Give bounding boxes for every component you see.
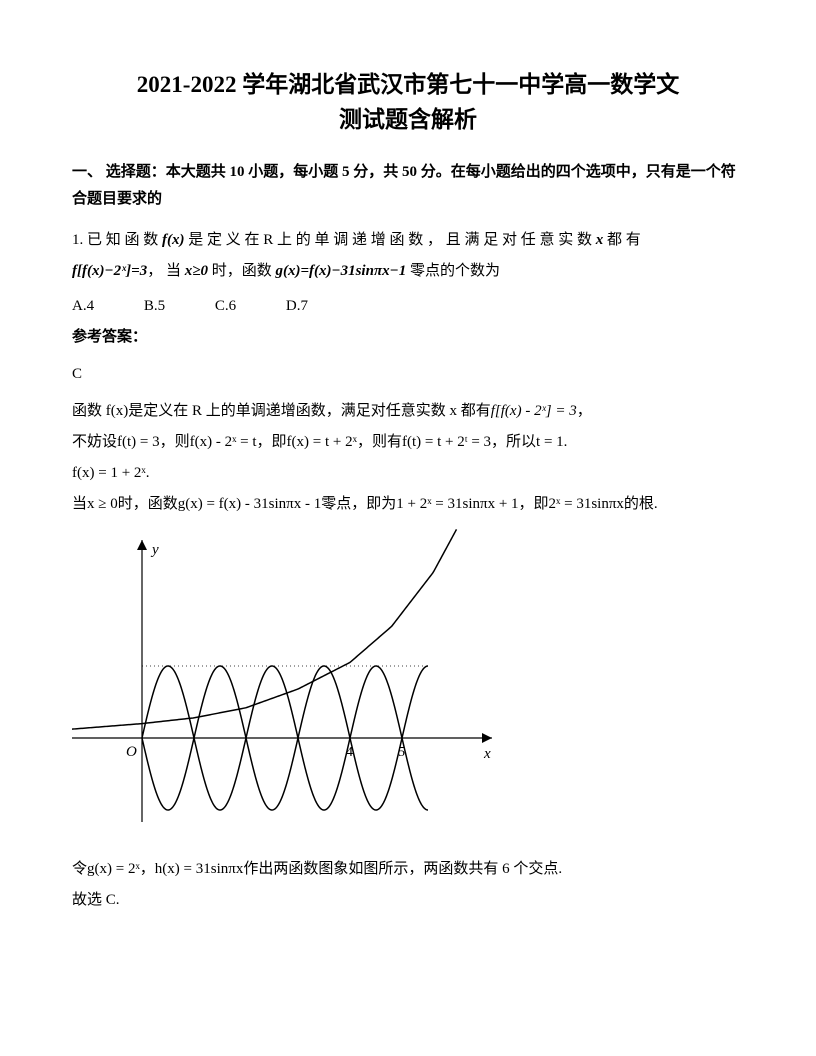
q1-options: A.4 B.5 C.6 D.7 bbox=[72, 293, 744, 320]
q1-text-c: 都 有 bbox=[603, 232, 641, 248]
option-a: A.4 bbox=[72, 293, 94, 320]
q1-formula-fx: f(x) bbox=[162, 232, 185, 248]
title-line1: 2021-2022 学年湖北省武汉市第七十一中学高一数学文 bbox=[72, 68, 744, 103]
option-d: D.7 bbox=[286, 293, 308, 320]
expl-p4: 当x ≥ 0时，函数g(x) = f(x) - 31sinπx - 1零点，即为… bbox=[72, 491, 744, 518]
expl-p6: 故选 C. bbox=[72, 887, 744, 914]
q1-formula-eq1: f[f(x)−2ˣ]=3 bbox=[72, 263, 147, 279]
expl-p1a: 函数 f(x)是定义在 R 上的单调递增函数，满足对任意实数 x 都有 bbox=[72, 403, 491, 419]
expl-p3: f(x) = 1 + 2ˣ. bbox=[72, 460, 744, 487]
q1-text-d: ， 当 bbox=[147, 263, 185, 279]
expl-p1b: f[f(x) - 2ˣ] = 3 bbox=[491, 403, 577, 419]
function-graph: Oxy45 bbox=[72, 528, 744, 838]
title-line2: 测试题含解析 bbox=[72, 103, 744, 138]
expl-p1c: ， bbox=[577, 403, 592, 419]
q1-text-f: 零点的个数为 bbox=[406, 263, 500, 279]
question-1: 1. 已 知 函 数 f(x) 是 定 义 在 R 上 的 单 调 递 增 函 … bbox=[72, 227, 744, 285]
q1-formula-xge0: x≥0 bbox=[185, 263, 208, 279]
q1-text-e: 时，函数 bbox=[208, 263, 276, 279]
q1-text-a: 1. 已 知 函 数 bbox=[72, 232, 162, 248]
graph-svg: Oxy45 bbox=[72, 528, 502, 828]
option-b: B.5 bbox=[144, 293, 165, 320]
expl-p5: 令g(x) = 2ˣ，h(x) = 31sinπx作出两函数图象如图所示，两函数… bbox=[72, 856, 744, 883]
svg-text:y: y bbox=[150, 542, 159, 558]
svg-text:O: O bbox=[126, 744, 137, 760]
svg-text:x: x bbox=[483, 746, 491, 762]
q1-formula-gx: g(x)=f(x)−31sinπx−1 bbox=[275, 263, 406, 279]
section-1-heading: 一、 选择题：本大题共 10 小题，每小题 5 分，共 50 分。在每小题给出的… bbox=[72, 159, 744, 213]
option-c: C.6 bbox=[215, 293, 236, 320]
expl-p2: 不妨设f(t) = 3，则f(x) - 2ˣ = t，即f(x) = t + 2… bbox=[72, 429, 744, 456]
answer-label: 参考答案： bbox=[72, 324, 744, 351]
q1-text-b: 是 定 义 在 R 上 的 单 调 递 增 函 数 ， 且 满 足 对 任 意 … bbox=[185, 232, 596, 248]
answer-letter: C bbox=[72, 361, 744, 388]
